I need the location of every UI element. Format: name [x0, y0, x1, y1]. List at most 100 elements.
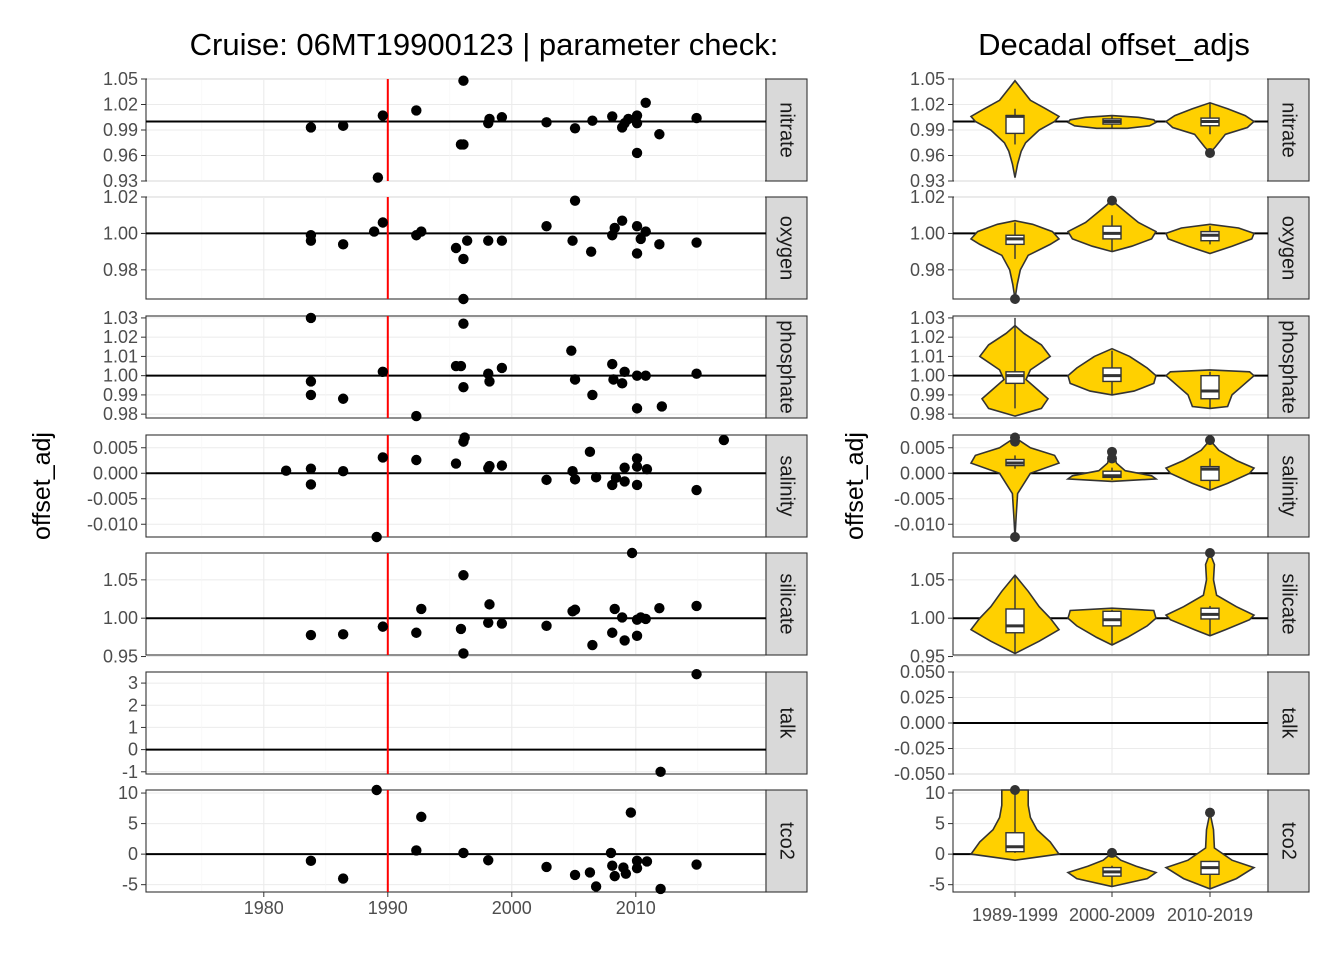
left-data-point	[305, 389, 317, 401]
left-data-point	[640, 613, 651, 625]
right-y-tick-label: 1.02	[910, 187, 945, 207]
left-data-point	[641, 856, 653, 867]
right-y-tick-label: 0.000	[900, 463, 945, 483]
left-strip-label: oxygen	[776, 216, 798, 281]
left-scatter-panels: nitrate 0.93 0.96 0.99 1.02 1.05 oxygen 0.98 1.0…	[87, 69, 808, 918]
left-data-point	[631, 855, 643, 867]
right-y-tick-label: 1.02	[910, 95, 945, 115]
left-data-point	[691, 368, 702, 379]
right-panel-tco2: tco2 -5 0 5 10	[925, 783, 1310, 895]
left-data-point	[541, 220, 552, 232]
left-data-point	[584, 867, 596, 878]
left-y-tick-label: 1.00	[103, 223, 138, 243]
left-data-point	[305, 629, 317, 641]
right-y-tick-label: 5	[935, 814, 945, 834]
left-data-point	[625, 807, 637, 818]
left-y-tick-label: 5	[128, 814, 138, 834]
left-data-point	[377, 452, 389, 463]
left-data-point	[416, 226, 427, 237]
left-data-point	[616, 215, 628, 226]
left-data-point	[631, 862, 643, 874]
left-strip-label: phosphate	[776, 320, 798, 413]
right-outlier-point	[1205, 807, 1215, 818]
right-strip-oxygen	[1267, 196, 1310, 300]
left-data-point	[371, 531, 382, 543]
left-data-point	[450, 242, 462, 254]
left-data-point	[691, 237, 702, 248]
left-data-point	[718, 434, 730, 446]
left-data-point	[483, 235, 494, 246]
left-strip-label: silicate	[776, 573, 798, 634]
left-data-point	[619, 635, 630, 646]
left-data-point	[641, 463, 653, 475]
left-data-point	[541, 117, 552, 128]
left-data-point	[305, 312, 317, 324]
right-x-tick-label: 1989-1999	[972, 905, 1058, 925]
left-data-point	[458, 293, 469, 305]
left-data-point	[587, 115, 598, 126]
left-strip-tco2	[765, 789, 808, 893]
right-strip-label: talk	[1278, 707, 1300, 739]
right-panel-nitrate: nitrate 0.93 0.96 0.99 1.02 1.05	[910, 69, 1310, 191]
left-data-point	[496, 460, 508, 471]
left-data-point	[569, 374, 581, 385]
left-panel-silicate: silicate 0.95 1.00 1.05	[103, 547, 808, 667]
right-y-axis-label: offset_adj	[841, 432, 869, 540]
left-x-tick-label: 1980	[244, 898, 284, 918]
left-data-point	[616, 612, 628, 623]
left-y-tick-label: 2	[128, 695, 138, 715]
left-data-point	[631, 479, 643, 491]
right-outlier-point	[1205, 435, 1215, 446]
left-y-tick-label: 1.00	[103, 366, 138, 386]
right-y-tick-label: 1.00	[910, 608, 945, 628]
left-data-point	[590, 472, 602, 483]
left-data-point	[691, 859, 702, 870]
left-x-tick-label: 2000	[492, 898, 532, 918]
left-strip-label: nitrate	[776, 102, 798, 158]
left-y-tick-label: 0.95	[103, 647, 138, 667]
right-box	[1005, 832, 1025, 853]
left-data-point	[459, 432, 470, 443]
left-data-point	[631, 461, 643, 472]
left-data-point	[569, 195, 581, 206]
left-data-point	[305, 376, 317, 387]
left-data-point	[567, 466, 578, 477]
left-panel-phosphate: phosphate 0.980.991.001.011.021.03	[103, 308, 808, 424]
right-y-tick-label: -0.050	[894, 764, 945, 784]
left-y-tick-label: 0.000	[93, 463, 138, 483]
left-data-point	[411, 105, 422, 116]
left-y-tick-label: 0.96	[103, 146, 138, 166]
left-x-tick-label: 1990	[368, 898, 408, 918]
left-data-point	[305, 479, 317, 490]
left-data-point	[607, 111, 618, 122]
left-data-point	[585, 246, 597, 257]
left-data-point	[458, 648, 469, 659]
left-data-point	[620, 868, 632, 879]
left-y-tick-label: 1.05	[103, 570, 138, 590]
right-box	[1102, 470, 1122, 479]
right-y-tick-label: -5	[929, 875, 945, 895]
left-y-tick-label: -0.010	[87, 514, 138, 534]
left-panel-frame	[145, 434, 767, 538]
right-box	[1200, 374, 1220, 400]
left-data-point	[541, 620, 552, 632]
right-y-tick-label: 0.000	[900, 713, 945, 733]
left-data-point	[372, 172, 384, 183]
left-data-point	[484, 599, 495, 610]
left-data-point	[458, 318, 469, 329]
left-y-tick-label: 1.00	[103, 608, 138, 628]
left-data-point	[411, 627, 422, 638]
left-panel-frame	[145, 552, 767, 656]
left-data-point	[631, 403, 643, 414]
left-data-point	[455, 360, 467, 372]
right-strip-label: oxygen	[1278, 216, 1300, 281]
right-strip-label: tco2	[1278, 822, 1300, 860]
right-y-tick-label: 1.05	[910, 69, 945, 89]
left-data-point	[569, 604, 581, 615]
left-data-point	[496, 112, 508, 123]
left-panel-frame	[145, 789, 767, 893]
left-data-point	[483, 617, 494, 628]
left-data-point	[305, 122, 317, 133]
right-panel-salinity: salinity -0.010 -0.005 0.000 0.005	[894, 432, 1310, 542]
left-data-point	[496, 235, 508, 246]
